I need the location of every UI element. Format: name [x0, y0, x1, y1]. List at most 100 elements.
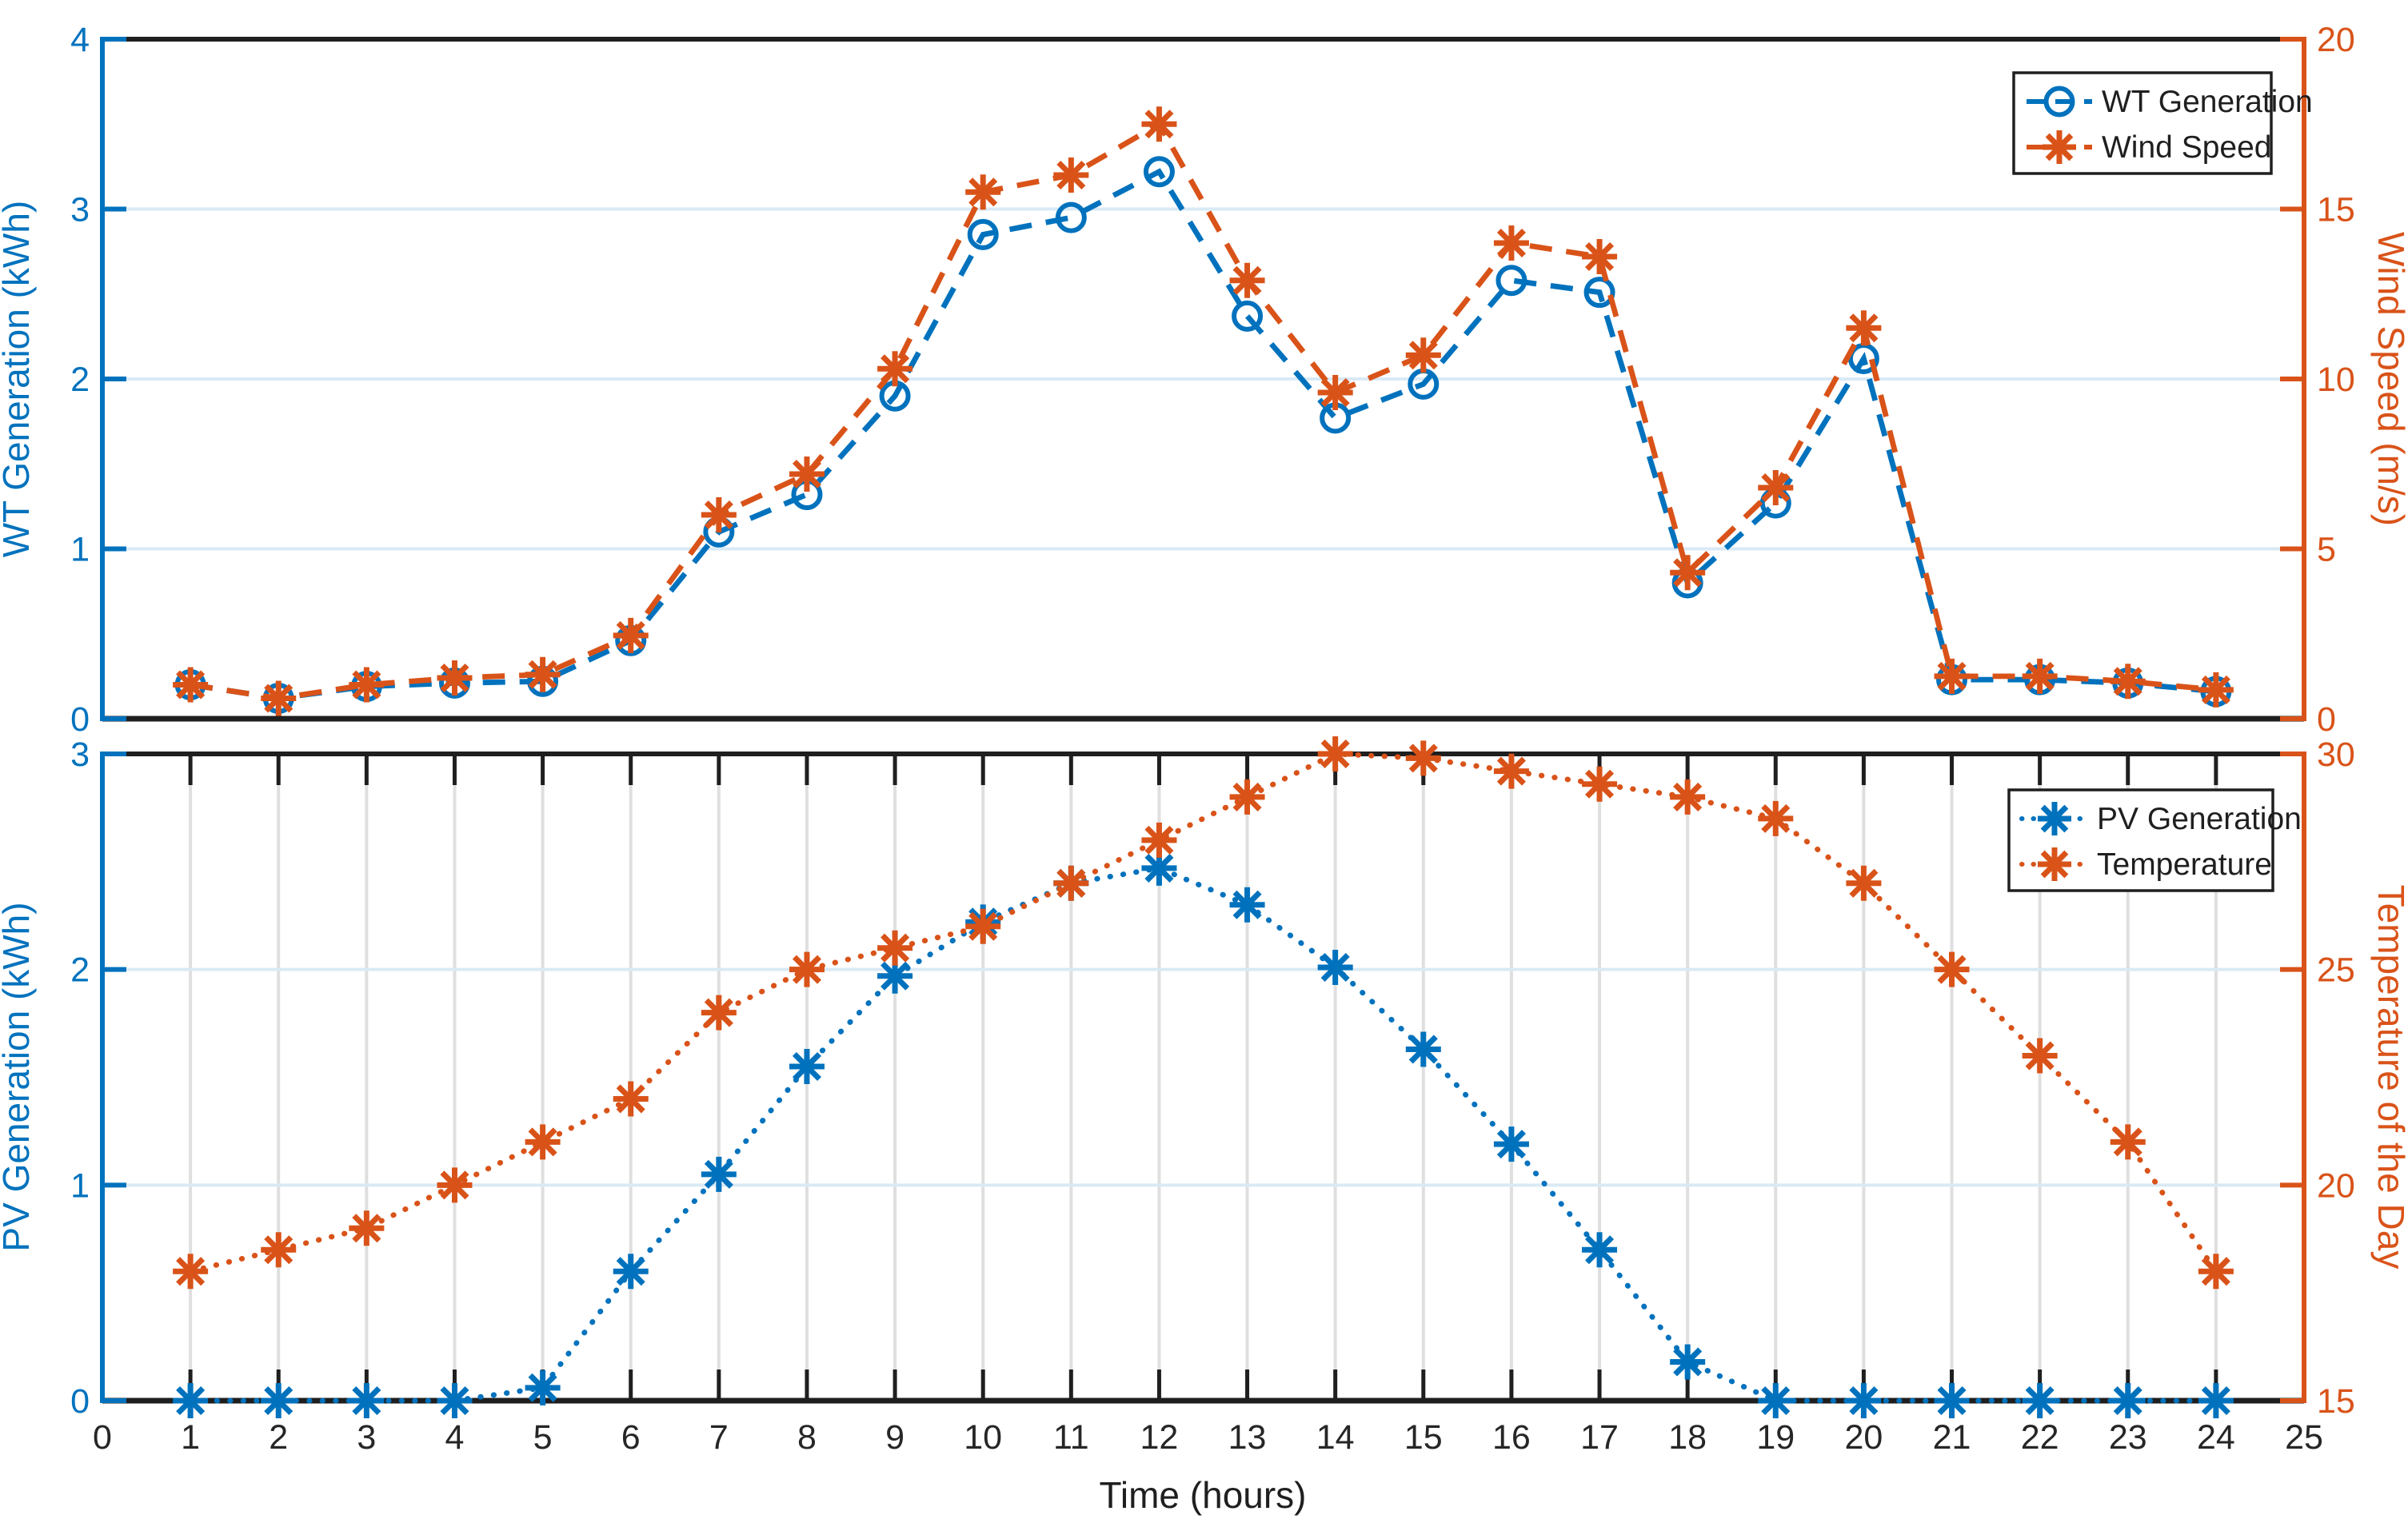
x-tick-label: 14: [1316, 1418, 1355, 1457]
data-point-asterisk: [2022, 1383, 2058, 1418]
right-tick-label: 15: [2317, 1382, 2355, 1421]
data-point-asterisk: [965, 908, 1001, 944]
data-point-asterisk: [1141, 106, 1177, 142]
legend-label-wind-speed: Wind Speed: [2102, 130, 2271, 165]
data-point-asterisk: [525, 1124, 561, 1160]
data-point-circle: [967, 218, 999, 250]
data-point-asterisk: [789, 951, 825, 987]
data-point-asterisk: [1846, 1383, 1882, 1418]
data-point-asterisk: [1670, 1344, 1706, 1380]
right-tick-label: 5: [2317, 531, 2336, 569]
temperature-axis-label: Temperature of the Day: [2370, 885, 2408, 1270]
data-point-circle: [1496, 265, 1527, 297]
wt-wind-subplot: 0 1 2 3 4 0 5 10 15 20: [70, 21, 2355, 739]
data-point-asterisk: [613, 1081, 649, 1117]
x-tick-label: 19: [1756, 1418, 1795, 1457]
x-tick-label: 6: [621, 1418, 641, 1457]
data-point-asterisk: [1758, 470, 1794, 505]
legend-sample-asterisk: [2038, 802, 2071, 835]
data-point-asterisk: [173, 667, 209, 703]
data-point-asterisk: [1758, 800, 1794, 836]
data-point-asterisk: [1582, 239, 1618, 274]
data-point-asterisk: [525, 1370, 561, 1405]
x-tick-label: 17: [1580, 1418, 1619, 1457]
legend-sample-asterisk: [2043, 130, 2076, 164]
x-tick-label: 15: [1404, 1418, 1443, 1457]
horizontal-gridlines: [102, 207, 2304, 551]
data-point-asterisk: [613, 617, 649, 653]
right-tick-label: 30: [2317, 736, 2355, 774]
legend-sample-asterisk: [2038, 847, 2071, 881]
left-tick-label: 0: [70, 1382, 90, 1421]
right-axis-ticks: 0 5 10 15 20: [2280, 21, 2355, 739]
left-tick-label: 2: [70, 951, 90, 990]
data-point-asterisk: [349, 667, 385, 703]
data-point-asterisk: [1670, 555, 1706, 591]
data-point-asterisk: [437, 1167, 473, 1203]
legend-sample-circle: [2043, 86, 2075, 118]
data-point-asterisk: [1582, 766, 1618, 802]
left-tick-label: 4: [70, 21, 90, 59]
data-point-asterisk: [2198, 1383, 2234, 1418]
data-point-asterisk: [1141, 822, 1177, 858]
x-tick-label: 3: [357, 1418, 376, 1457]
data-point-asterisk: [613, 1254, 649, 1290]
data-point-asterisk: [2198, 1254, 2234, 1290]
data-point-asterisk: [1053, 865, 1089, 901]
data-point-asterisk: [173, 1383, 209, 1418]
data-point-asterisk: [1229, 779, 1265, 815]
legend-label-pv-generation: PV Generation: [2097, 802, 2302, 836]
data-point-asterisk: [701, 497, 737, 532]
x-tick-label: 8: [797, 1418, 817, 1457]
data-point-asterisk: [701, 995, 737, 1031]
x-tick-label: 7: [709, 1418, 729, 1457]
right-tick-label: 25: [2317, 951, 2355, 990]
wt-generation-axis-label: WT Generation (kWh): [0, 201, 37, 557]
time-axis-label: Time (hours): [1100, 1474, 1307, 1516]
x-tick-label: 12: [1140, 1418, 1179, 1457]
temperature-markers: [173, 736, 2234, 1290]
data-point-asterisk: [1670, 779, 1706, 815]
left-tick-label: 2: [70, 361, 90, 399]
legend-label-temperature: Temperature: [2097, 847, 2272, 882]
right-axis-ticks: 15 20 25 30: [2280, 736, 2355, 1421]
wind-speed-axis-label: Wind Speed (m/s): [2370, 232, 2408, 526]
data-point-asterisk: [789, 457, 825, 492]
data-point-asterisk: [877, 351, 913, 387]
top-legend: WT Generation Wind Speed: [2012, 71, 2313, 175]
pv-generation-axis-label: PV Generation (kWh): [0, 902, 37, 1251]
data-point-asterisk: [1405, 1031, 1441, 1067]
data-point-asterisk: [1229, 262, 1265, 298]
right-tick-label: 0: [2317, 700, 2336, 739]
data-point-asterisk: [1758, 1383, 1794, 1418]
data-point-asterisk: [2022, 658, 2058, 694]
data-point-asterisk: [2198, 672, 2234, 708]
x-tick-label: 5: [533, 1418, 553, 1457]
right-tick-label: 10: [2317, 361, 2355, 399]
data-point-asterisk: [2022, 1038, 2058, 1074]
x-tick-label: 23: [2109, 1418, 2147, 1457]
data-point-asterisk: [349, 1210, 385, 1246]
data-point-asterisk: [1053, 157, 1089, 193]
data-point-circle: [1055, 201, 1087, 233]
data-point-asterisk: [525, 656, 561, 692]
data-point-asterisk: [261, 680, 297, 716]
x-tick-label: 0: [93, 1418, 112, 1457]
left-tick-label: 1: [70, 531, 90, 569]
data-point-asterisk: [789, 1049, 825, 1085]
data-point-asterisk: [437, 660, 473, 696]
data-point-circle: [1583, 277, 1615, 309]
data-point-asterisk: [1934, 951, 1970, 987]
data-point-asterisk: [1493, 1126, 1529, 1162]
wind-speed-markers: [173, 106, 2234, 716]
data-point-asterisk: [261, 1383, 297, 1418]
x-tick-label: 4: [445, 1418, 465, 1457]
data-point-asterisk: [877, 930, 913, 966]
x-tick-label: 16: [1492, 1418, 1531, 1457]
x-tick-label: 2: [269, 1418, 288, 1457]
data-point-asterisk: [1934, 1383, 1970, 1418]
x-tick-label: 11: [1053, 1418, 1089, 1457]
data-point-circle: [1232, 300, 1264, 332]
